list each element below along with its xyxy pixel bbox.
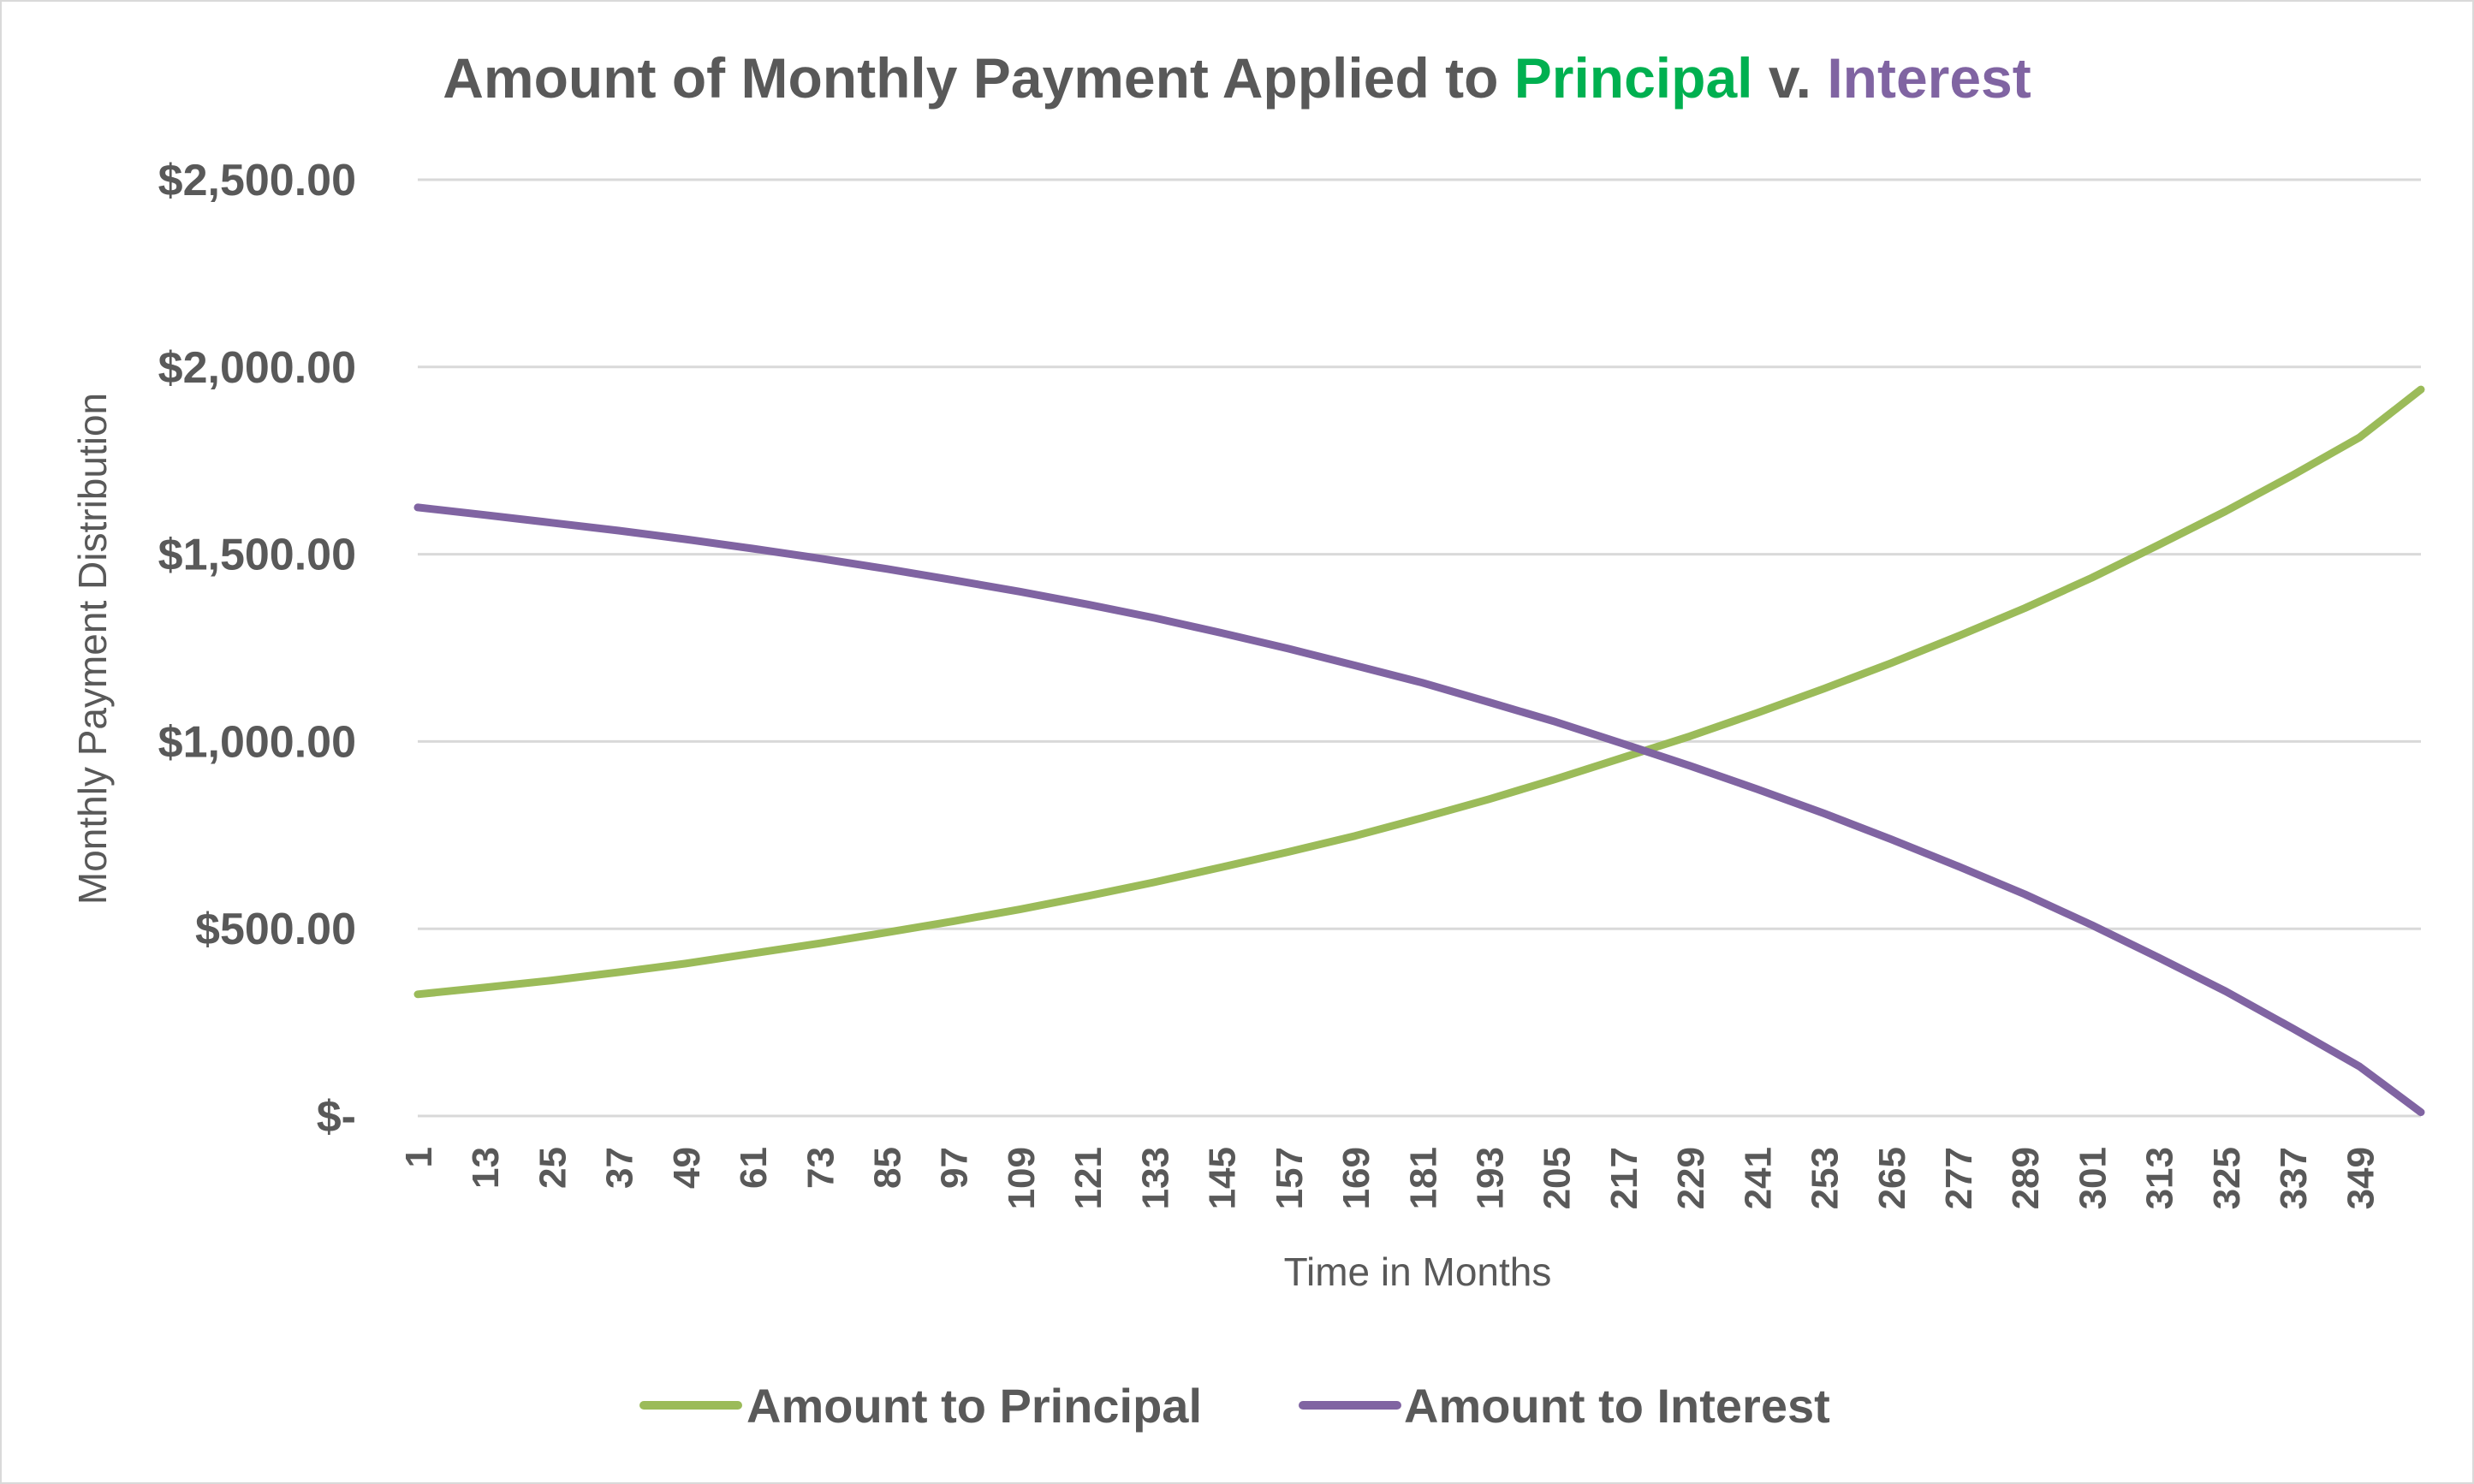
y-tick-label: $2,000.00 [158, 343, 356, 393]
x-tick-label: 265 [1871, 1147, 1913, 1209]
x-tick-label: 349 [2340, 1147, 2382, 1209]
x-tick-label: 133 [1134, 1147, 1176, 1209]
x-tick-label: 313 [2139, 1147, 2181, 1209]
series-line-1 [413, 503, 2425, 1117]
x-tick-label: 205 [1537, 1147, 1579, 1209]
legend-label: Amount to Interest [1404, 1379, 1830, 1433]
y-tick-label: $500.00 [195, 905, 356, 954]
series-lines [413, 385, 2425, 1117]
x-tick-label: 157 [1269, 1147, 1311, 1209]
x-tick-label: 169 [1335, 1147, 1377, 1209]
chart-title-part-1: Principal [1514, 46, 1753, 110]
x-tick-label: 253 [1805, 1147, 1847, 1209]
x-tick-label: 181 [1402, 1147, 1444, 1209]
gridlines [418, 178, 2421, 1118]
x-tick-label: 301 [2072, 1147, 2114, 1209]
y-tick-label: $1,500.00 [158, 531, 356, 580]
x-tick-label: 277 [1938, 1147, 1980, 1209]
chart-title: Amount of Monthly Payment Applied to Pri… [443, 46, 2031, 110]
series-line-0 [413, 385, 2425, 999]
x-tick-label: 97 [934, 1147, 976, 1189]
x-tick-label: 73 [800, 1147, 842, 1189]
x-tick-label: 121 [1068, 1147, 1109, 1209]
x-tick-label: 289 [2005, 1147, 2047, 1209]
x-tick-label: 337 [2273, 1147, 2315, 1209]
x-tick-label: 217 [1603, 1147, 1645, 1209]
x-tick-label: 229 [1670, 1147, 1712, 1209]
x-tick-label: 145 [1202, 1147, 1244, 1209]
x-tick-label: 325 [2206, 1147, 2248, 1209]
x-axis-ticks: 1 13 25 37 49 61 73 85 97 109 121 133 145 157 169 181 19… [398, 1147, 2382, 1209]
x-tick-label: 49 [666, 1147, 708, 1189]
legend: Amount to Principal Amount to Interest [639, 1379, 1830, 1433]
y-tick-label: $2,500.00 [158, 156, 356, 205]
x-tick-label: 85 [867, 1147, 909, 1189]
x-tick-label: 193 [1469, 1147, 1511, 1209]
x-tick-label: 37 [599, 1147, 641, 1189]
x-tick-label: 109 [1001, 1147, 1043, 1209]
x-axis-label: Time in Months [1284, 1250, 1552, 1294]
x-tick-label: 13 [465, 1147, 507, 1189]
x-tick-label: 241 [1737, 1147, 1779, 1209]
x-tick-label: 61 [733, 1147, 775, 1189]
x-tick-label: 1 [398, 1147, 440, 1167]
y-axis-ticks: $- $500.00 $1,000.00 $1,500.00 $2,000.00 $2,5… [158, 156, 356, 1142]
chart-title-part-2: v. [1753, 46, 1828, 110]
y-tick-label: $- [317, 1092, 356, 1142]
chart-title-part-0: Amount of Monthly Payment Applied to [443, 46, 1514, 110]
legend-label: Amount to Principal [746, 1379, 1202, 1433]
y-tick-label: $1,000.00 [158, 717, 356, 767]
y-axis-label: Monthly Payment Distribution [70, 393, 115, 905]
chart-title-part-3: Interest [1827, 46, 2031, 110]
x-tick-label: 25 [532, 1147, 574, 1189]
